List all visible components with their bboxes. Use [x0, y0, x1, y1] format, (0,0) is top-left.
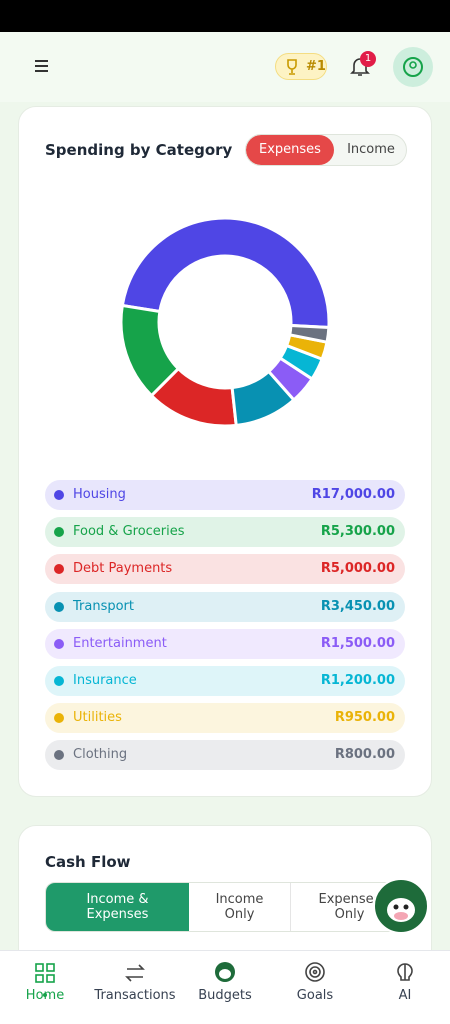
- legend-item[interactable]: Transport R3,450.00: [45, 591, 405, 622]
- legend-dot: [54, 638, 64, 649]
- legend-label: Transport: [73, 598, 135, 614]
- legend-dot: [54, 490, 64, 500]
- menu-icon[interactable]: [33, 58, 51, 74]
- value-label: R1,500.00: [320, 635, 395, 651]
- cash-flow-title: Cash Flow: [45, 853, 131, 871]
- legend-label: Entertainment: [73, 635, 167, 651]
- legend-item[interactable]: Housing R17,000.00: [45, 480, 405, 510]
- notification-count: 1: [360, 51, 376, 67]
- type-toggle: Expenses Income: [245, 134, 407, 166]
- legend-label: Food & Groceries: [73, 524, 185, 540]
- legend-label: Utilities: [73, 710, 122, 726]
- legend-item[interactable]: Clothing R800.00: [45, 740, 405, 771]
- legend-dot: [54, 527, 64, 538]
- value-label: R1,200.00: [320, 673, 395, 688]
- value-label: R950.00: [334, 710, 395, 726]
- bottom-nav: [0, 950, 450, 1024]
- legend-label: Clothing: [73, 747, 128, 763]
- legend-dot: [54, 564, 64, 575]
- donut-slice[interactable]: [120, 216, 331, 330]
- legend-dot: [54, 601, 64, 612]
- legend-label: Housing: [73, 487, 126, 502]
- legend-item[interactable]: Insurance R1,200.00: [45, 666, 405, 696]
- transactions-icon: [125, 964, 145, 982]
- value-label: R5,300.00: [320, 524, 395, 540]
- cow-icon: [387, 898, 415, 922]
- value-label: R5,000.00: [320, 561, 395, 577]
- header: #1 1: [0, 32, 450, 102]
- legend-item[interactable]: Entertainment R1,500.00: [45, 628, 405, 659]
- profile-icon: [403, 57, 423, 77]
- nav-ai[interactable]: AI: [398, 988, 412, 1003]
- profile-button[interactable]: [393, 47, 433, 87]
- budgets-icon: [215, 962, 235, 982]
- ai-icon: [397, 963, 413, 981]
- assistant-button[interactable]: [373, 878, 429, 934]
- legend-item[interactable]: Utilities R950.00: [45, 703, 405, 734]
- card-title: Spending by Category: [45, 141, 233, 159]
- value-label: R3,450.00: [320, 598, 395, 614]
- legend-dot: [54, 676, 64, 686]
- toggle-income[interactable]: Income: [347, 142, 395, 157]
- tab[interactable]: Income Only: [189, 883, 291, 931]
- value-label: R17,000.00: [311, 487, 395, 502]
- legend-dot: [54, 750, 64, 761]
- legend-dot: [54, 713, 64, 724]
- nav-goals[interactable]: Goals: [296, 988, 334, 1003]
- cash-flow-tabs: Income & Expenses Income Only Expenses O…: [45, 882, 407, 932]
- nav-home[interactable]: Home: [25, 988, 65, 1003]
- legend-label: Insurance: [73, 673, 137, 688]
- donut-slice[interactable]: [287, 323, 331, 344]
- status-bar: [0, 0, 450, 32]
- toggle-expenses[interactable]: Expenses: [246, 135, 334, 165]
- legend-item[interactable]: Food & Groceries R5,300.00: [45, 517, 405, 548]
- value-label: R800.00: [334, 747, 395, 763]
- nav-transactions[interactable]: Transactions: [94, 988, 176, 1003]
- donut-chart: [119, 216, 331, 428]
- legend-item[interactable]: Debt Payments R5,000.00: [45, 554, 405, 585]
- rank-badge[interactable]: #1: [275, 53, 327, 80]
- tab[interactable]: Expenses Only: [318, 892, 381, 922]
- tab[interactable]: Income & Expenses: [46, 883, 189, 931]
- goals-icon: [305, 962, 325, 982]
- active-dot: [43, 993, 47, 997]
- nav-budgets[interactable]: Budgets: [198, 988, 252, 1003]
- home-icon: [35, 963, 55, 983]
- legend-label: Debt Payments: [73, 561, 173, 577]
- trophy-icon: [287, 59, 297, 75]
